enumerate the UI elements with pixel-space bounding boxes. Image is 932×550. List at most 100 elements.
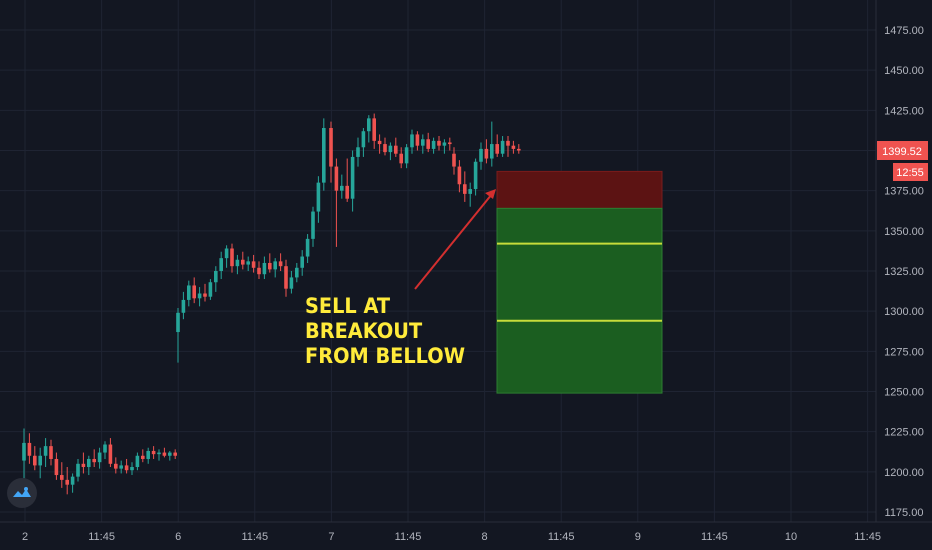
candle [316, 176, 321, 223]
candle [135, 452, 140, 471]
candle [203, 283, 207, 302]
candles [22, 113, 521, 495]
candle [295, 262, 299, 283]
candle [383, 137, 387, 156]
candle [119, 460, 123, 474]
x-axis-ticks: 2 11:45 6 11:45 7 11:45 8 11:45 9 11:45 10 11:45 [22, 531, 881, 543]
current-price-label: 1399.52 [882, 146, 922, 158]
trade-annotation: SELL AT BREAKOUT FROM BELLOW [305, 294, 465, 369]
candle [168, 450, 172, 461]
y-tick-label: 1250.00 [884, 387, 924, 399]
candle [151, 446, 156, 459]
candle [108, 438, 113, 468]
x-tick-label: 11:45 [88, 531, 115, 543]
candle [490, 121, 494, 167]
x-tick-label: 7 [328, 531, 334, 543]
bar-countdown-label: 12:55 [896, 167, 924, 179]
y-tick-label: 1425.00 [884, 105, 924, 117]
annotation-line-3: FROM BELLOW [305, 344, 466, 368]
candle [27, 433, 32, 464]
candle [468, 182, 472, 207]
candle [65, 467, 69, 495]
candle [517, 144, 521, 154]
candle [484, 139, 489, 164]
candle [511, 140, 516, 154]
candle [230, 243, 234, 273]
candle [87, 455, 91, 476]
candle [208, 279, 213, 300]
candle [410, 129, 414, 154]
x-tick-label: 8 [482, 531, 488, 543]
candle [350, 150, 355, 212]
candle [54, 452, 59, 480]
position-tool[interactable] [496, 170, 663, 394]
y-tick-label: 1275.00 [884, 346, 924, 358]
candle [114, 457, 118, 474]
candle [246, 256, 250, 271]
candle [399, 147, 403, 169]
candle [103, 441, 107, 459]
x-tick-label: 6 [175, 531, 181, 543]
candle [176, 307, 180, 363]
candle [192, 277, 196, 304]
candle [22, 428, 26, 479]
x-tick-label: 2 [22, 531, 28, 543]
candle [377, 134, 382, 154]
candle [241, 251, 245, 270]
profit-target-zone[interactable] [496, 207, 663, 394]
candle [273, 258, 277, 278]
candle [479, 142, 483, 170]
x-tick-label: 10 [785, 531, 797, 543]
candle [278, 253, 283, 271]
candle [76, 458, 80, 482]
price-axis[interactable] [875, 0, 932, 550]
candle [197, 287, 202, 307]
candle [162, 447, 167, 458]
candle [452, 147, 456, 175]
candle [130, 462, 134, 476]
candle [404, 144, 409, 169]
candle [345, 158, 349, 202]
candle [219, 251, 223, 280]
candle [431, 137, 436, 154]
candle [49, 439, 53, 466]
candle [457, 160, 462, 193]
candle [356, 137, 360, 167]
grid [0, 0, 876, 522]
y-tick-label: 1350.00 [884, 226, 924, 238]
candle [214, 266, 218, 292]
candle [157, 449, 161, 461]
candle [495, 134, 499, 157]
candle [473, 158, 478, 196]
x-tick-label: 11:45 [854, 531, 881, 543]
candle [463, 171, 467, 202]
candle [97, 447, 102, 469]
candle [305, 234, 310, 263]
candle [262, 256, 267, 280]
candle [372, 113, 376, 149]
candle [329, 121, 333, 183]
candle [187, 280, 191, 307]
x-tick-label: 11:45 [241, 531, 268, 543]
y-tick-label: 1325.00 [884, 266, 924, 278]
candle [70, 473, 75, 493]
candle [60, 462, 64, 488]
candle [235, 254, 240, 275]
candle [322, 118, 326, 191]
candle [300, 250, 304, 276]
candle [426, 132, 430, 153]
candle [394, 137, 398, 157]
stop-loss-zone[interactable] [496, 170, 663, 209]
tradingview-logo-icon[interactable] [7, 478, 37, 508]
candle [257, 261, 261, 280]
y-tick-label: 1225.00 [884, 427, 924, 439]
candle [92, 449, 96, 468]
y-tick-label: 1200.00 [884, 467, 924, 479]
candle [284, 259, 288, 297]
x-tick-label: 11:45 [395, 531, 422, 543]
candle [388, 142, 393, 161]
candle [33, 446, 37, 471]
annotation-arrow [414, 189, 496, 290]
candle [124, 458, 129, 474]
